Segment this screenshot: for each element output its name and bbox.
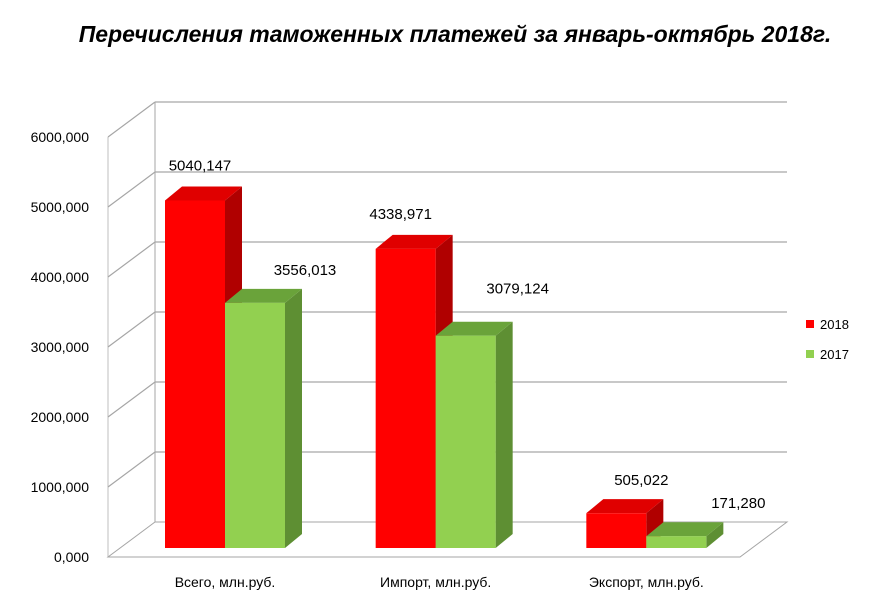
y-tick-label: 1000,000 [31,479,90,495]
data-label: 5040,147 [169,157,232,174]
legend: 2018 2017 [806,315,849,375]
bar-top-2018 [375,234,453,249]
bar-2017 [435,335,496,548]
bar-2018 [375,248,436,548]
x-tick-label: Импорт, млн.руб. [380,574,491,590]
x-axis: Всего, млн.руб. Импорт, млн.руб. Экспорт, … [175,574,704,590]
bar-2018 [165,200,225,548]
bar-side-2017 [706,522,724,548]
data-labels: 5040,147 3556,013 4338,971 3079,124 505,022 1… [169,157,766,512]
gridline-diagonal [107,311,156,348]
data-label: 171,280 [711,495,765,512]
y-tick-label: 3000,000 [31,339,90,355]
bar-2017 [225,302,285,548]
bar-top-2018 [165,186,242,201]
chart-title: Перечисления таможенных платежей за янва… [78,21,832,47]
data-label: 4338,971 [369,206,432,223]
data-label: 3079,124 [486,281,549,298]
bars [165,186,724,548]
data-label: 505,022 [614,472,668,489]
y-axis: 0,000 1000,000 2000,000 3000,000 4000,000 500… [31,129,90,565]
bar-2018 [586,513,647,548]
data-label: 3556,013 [274,262,337,279]
y-tick-label: 6000,000 [31,129,90,145]
legend-label-2017: 2017 [820,346,849,362]
bar-top-2018 [586,499,664,514]
bar-top-2017 [225,288,302,303]
x-tick-label: Экспорт, млн.руб. [589,574,704,590]
legend-label-2018: 2018 [820,316,849,332]
bar-top-2017 [646,522,724,537]
bar-side-2017 [495,321,513,548]
y-tick-label: 4000,000 [31,269,90,285]
bar-2017 [646,536,707,548]
legend-swatch-2017 [806,350,814,358]
bar-side-2017 [285,288,302,548]
legend-swatch-2018 [806,320,814,328]
x-tick-label: Всего, млн.руб. [175,574,276,590]
gridline-diagonal [107,241,156,278]
gridline-diagonal [107,451,156,488]
y-tick-label: 2000,000 [31,409,90,425]
floor [106,521,789,558]
y-tick-label: 5000,000 [31,199,90,215]
bar-top-2017 [435,321,513,336]
y-tick-label: 0,000 [54,549,89,565]
legend-item-2018: 2018 [806,315,849,333]
legend-item-2017: 2017 [806,345,849,363]
gridline-diagonal [107,171,156,208]
gridline-diagonal [107,381,156,418]
gridline-diagonal [107,101,156,138]
